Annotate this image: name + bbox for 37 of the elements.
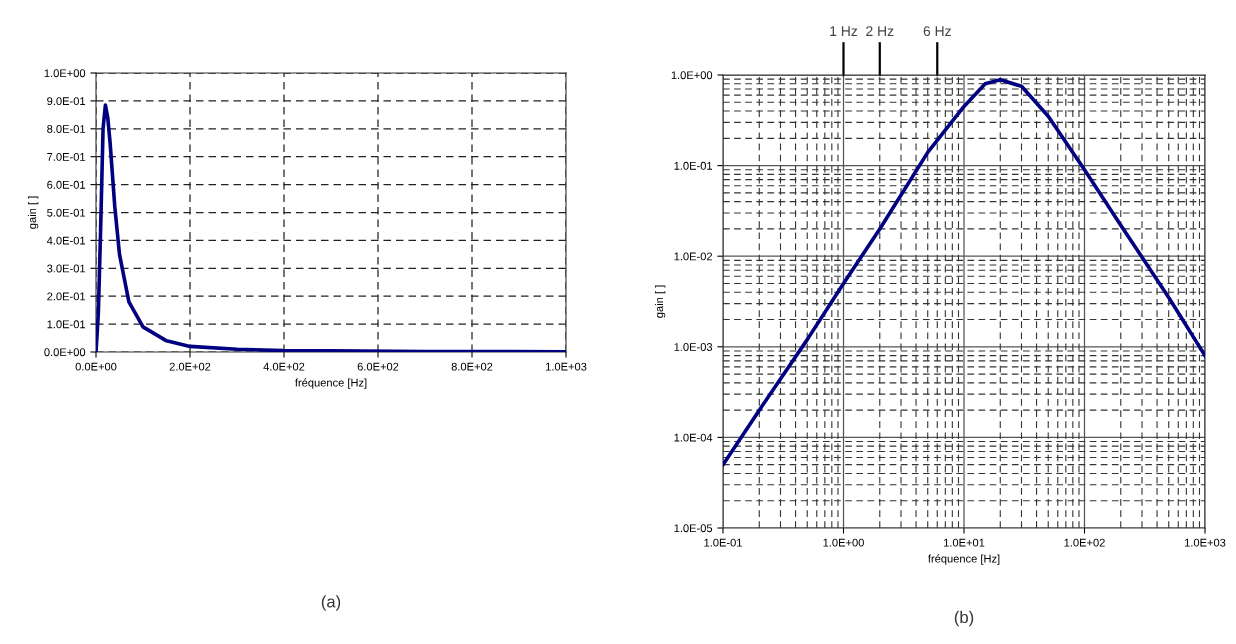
- ref-line-label: 1 Hz: [830, 26, 858, 36]
- x-axis-title: fréquence [Hz]: [928, 554, 1000, 565]
- y-tick-label: 1.0E+00: [671, 71, 713, 80]
- text: (a): [321, 595, 341, 611]
- y-tick-label: 0.0E+00: [44, 348, 86, 357]
- y-axis-title: gain [ ]: [27, 196, 39, 229]
- ref-line-label: 6 Hz: [923, 26, 951, 37]
- y-tick-label: 2.0E-01: [47, 292, 86, 301]
- x-tick-label: 1.0E+02: [1064, 538, 1105, 547]
- x-tick-label: 1.0E+03: [546, 362, 587, 371]
- y-tick-label: 1.0E-05: [674, 524, 713, 533]
- y-tick-label: 1.0E-03: [674, 343, 713, 351]
- y-tick-label: 1.0E-01: [47, 320, 86, 329]
- y-tick-label: 6.0E-01: [47, 180, 86, 189]
- x-tick-label: 2.0E+02: [169, 362, 211, 371]
- y-tick-label: 4.0E-01: [46, 236, 86, 245]
- y-tick-label: 1.0E-04: [674, 433, 713, 442]
- y-tick-label: 1.0E-02: [674, 252, 713, 261]
- x-tick-label: 8.0E+02: [451, 362, 493, 371]
- y-tick-label: 8.0E-01: [47, 125, 86, 133]
- y-tick-label: 1.0E-01: [674, 161, 713, 170]
- y-tick-label: 5.0E-01: [47, 208, 86, 217]
- x-tick-label: 6.0E+02: [357, 362, 399, 371]
- x-tick-label: 1.0E+03: [1185, 538, 1226, 547]
- x-tick-label: 1.0E+01: [944, 538, 985, 547]
- y-axis-title: gain [ ]: [654, 285, 666, 318]
- x-tick-label: 1.0E+00: [823, 538, 864, 547]
- ref-line-label: 2 Hz: [866, 26, 894, 36]
- y-tick-label: 9.0E-01: [47, 97, 86, 106]
- y-tick-label: 7.0E-01: [47, 152, 86, 161]
- x-tick-label: 0.0E+00: [75, 362, 117, 371]
- y-tick-label: 3.0E-01: [47, 264, 86, 273]
- x-tick-label: 4.0E+02: [263, 362, 305, 371]
- y-tick-label: 1.0E+00: [44, 69, 86, 78]
- text: (b): [954, 610, 974, 627]
- x-axis-title: fréquence [Hz]: [295, 378, 367, 389]
- x-tick-label: 1.0E-01: [704, 538, 742, 547]
